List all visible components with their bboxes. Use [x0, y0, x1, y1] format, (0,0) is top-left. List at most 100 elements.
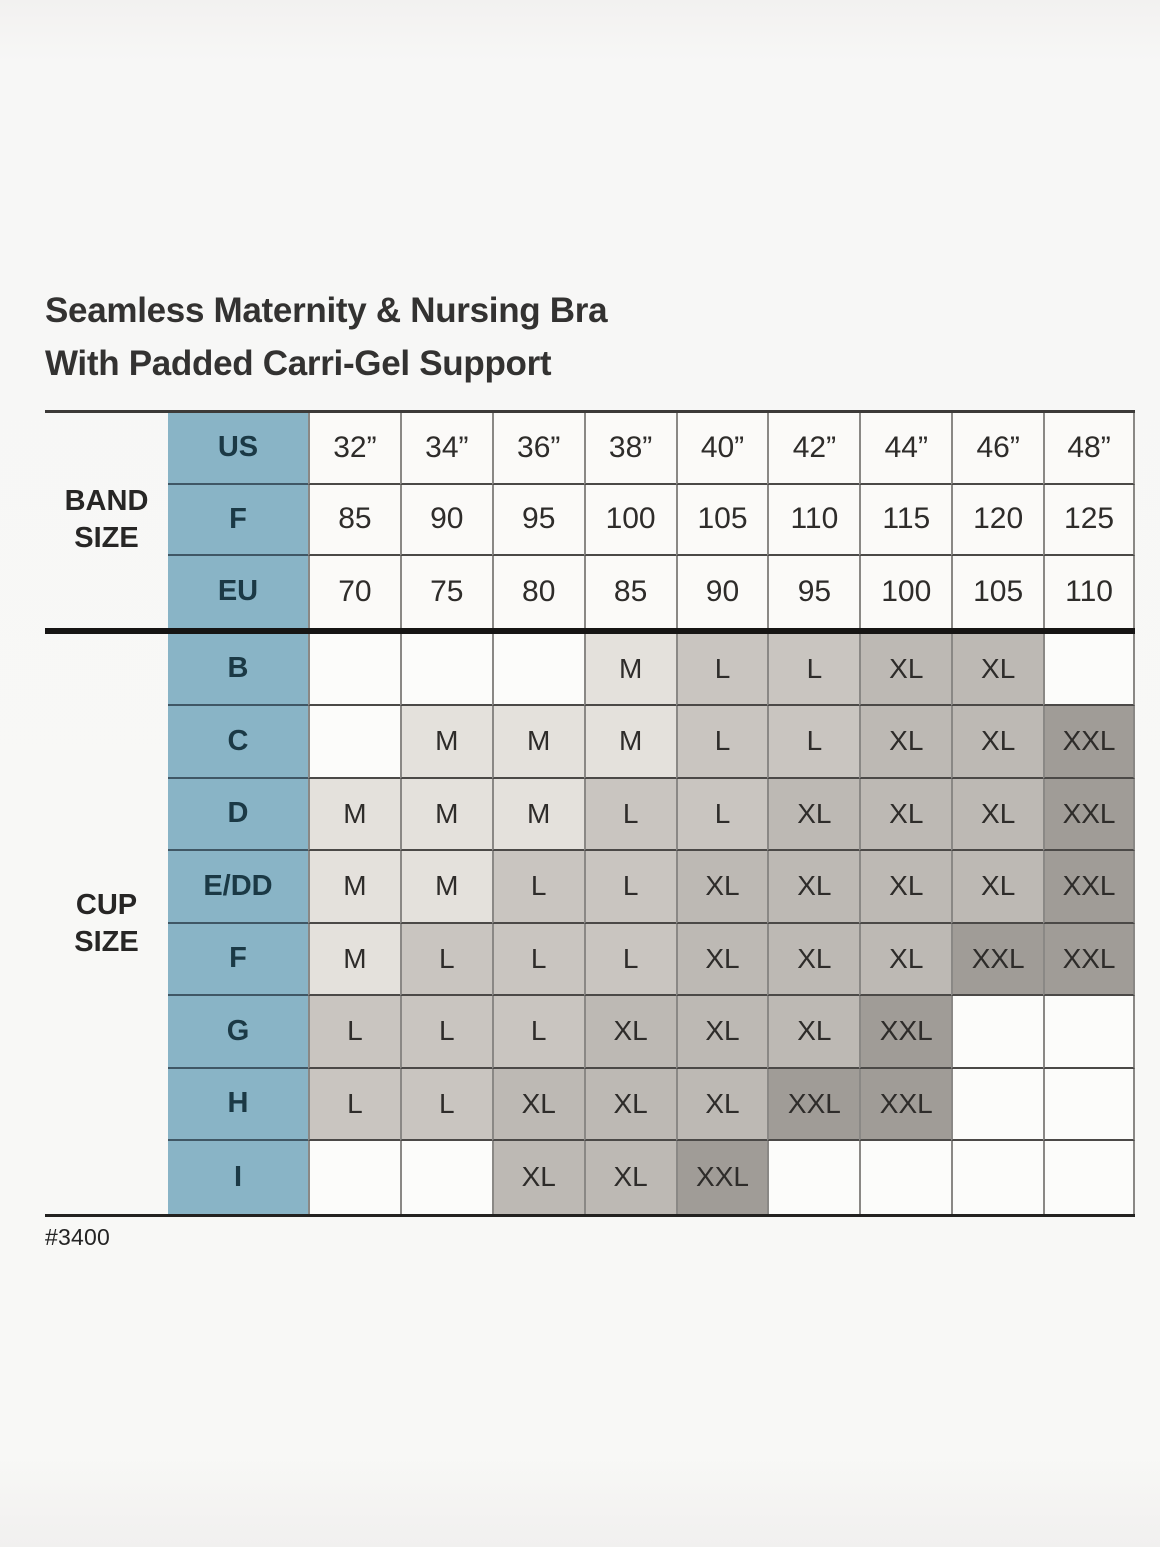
band-value-cell: 34” [399, 413, 492, 485]
product-title-line1: Seamless Maternity & Nursing Bra [45, 291, 608, 330]
product-title: Seamless Maternity & Nursing Bra With Pa… [45, 284, 608, 390]
band-value-cell: 46” [951, 413, 1044, 485]
cup-size-cell: M [308, 851, 400, 924]
cup-size-cell [951, 996, 1044, 1069]
cup-size-cell: XL [675, 1068, 768, 1141]
cup-size-cell: L [308, 1068, 400, 1141]
cup-size-cell: XL [859, 851, 952, 924]
cup-size-cell: XXL [1043, 778, 1135, 851]
band-value-cell: 42” [767, 413, 860, 485]
band-value-cell: 110 [767, 484, 860, 556]
cup-size-cell: M [308, 778, 400, 851]
cup-size-cell: M [399, 851, 492, 924]
cup-size-cell [951, 1068, 1044, 1141]
cup-size-cell: XL [859, 633, 952, 706]
cup-size-cell: L [767, 706, 860, 779]
cup-size-cell: L [675, 778, 768, 851]
cup-letter-cell: C [168, 706, 308, 779]
cup-size-cell: XL [675, 851, 768, 924]
cup-size-cell: M [399, 778, 492, 851]
cup-letter-cell: H [168, 1068, 308, 1141]
cup-size-cell: XL [491, 1141, 584, 1214]
band-value-cell: 95 [767, 556, 860, 628]
band-system-cell: EU [168, 556, 308, 628]
cup-size-section: CUP SIZE B M L L XL XL C M M M L L XL XL XXL D M M M L L XL XL X… [45, 633, 1135, 1217]
cup-size-cell: L [399, 1068, 492, 1141]
cup-letter-cell: I [168, 1141, 308, 1214]
cup-size-cell [767, 1141, 860, 1214]
cup-size-cell: XL [859, 923, 952, 996]
cup-size-label: CUP SIZE [74, 888, 139, 958]
cup-size-cell: L [675, 633, 768, 706]
cup-size-cell: M [491, 706, 584, 779]
size-chart-table: BAND SIZE US 32” 34” 36” 38” 40” 42” 44” 46” 48” F 8… [45, 410, 1135, 1217]
cup-size-cell: L [399, 996, 492, 1069]
cup-size-cell [308, 706, 400, 779]
cup-size-cell: XL [859, 778, 952, 851]
cup-size-cell: L [491, 923, 584, 996]
cup-size-cell [1043, 1068, 1135, 1141]
cup-size-cell: XL [583, 996, 676, 1069]
cup-size-cell: XL [675, 923, 768, 996]
cup-size-cell: XXL [859, 996, 952, 1069]
band-value-cell: 100 [583, 484, 676, 556]
cup-size-cell: L [491, 851, 584, 924]
cup-size-cell: L [583, 923, 676, 996]
cup-size-cell: XL [951, 851, 1044, 924]
band-value-cell: 115 [859, 484, 952, 556]
band-value-cell: 120 [951, 484, 1044, 556]
cup-size-cell: XL [767, 778, 860, 851]
band-value-cell: 105 [951, 556, 1044, 628]
band-system-cell: US [168, 413, 308, 485]
cup-size-cell [308, 633, 400, 706]
product-title-line2: With Padded Carri-Gel Support [45, 344, 552, 383]
band-value-cell: 48” [1043, 413, 1135, 485]
cup-size-cell [399, 1141, 492, 1214]
cup-size-cell: XL [767, 851, 860, 924]
cup-letter-cell: G [168, 996, 308, 1069]
cup-size-cell [951, 1141, 1044, 1214]
cup-size-cell: XL [583, 1141, 676, 1214]
band-value-cell: 44” [859, 413, 952, 485]
cup-size-cell [859, 1141, 952, 1214]
band-value-cell: 100 [859, 556, 952, 628]
cup-size-cell: L [491, 996, 584, 1069]
cup-size-cell: XL [767, 923, 860, 996]
band-cup-divider [45, 627, 1135, 634]
cup-size-cell: L [767, 633, 860, 706]
cup-size-cell: XXL [951, 923, 1044, 996]
band-value-cell: 38” [583, 413, 676, 485]
band-value-cell: 90 [399, 484, 492, 556]
cup-size-cell: L [583, 851, 676, 924]
band-value-cell: 80 [491, 556, 584, 628]
band-value-cell: 36” [491, 413, 584, 485]
cup-size-cell: M [308, 923, 400, 996]
style-number: #3400 [45, 1224, 110, 1250]
cup-size-cell [1043, 1141, 1135, 1214]
band-size-section: BAND SIZE US 32” 34” 36” 38” 40” 42” 44” 46” 48” F 8… [45, 410, 1135, 628]
cup-size-cell [308, 1141, 400, 1214]
band-value-cell: 75 [399, 556, 492, 628]
band-value-cell: 90 [675, 556, 768, 628]
band-value-cell: 85 [308, 484, 400, 556]
cup-size-cell: XL [951, 778, 1044, 851]
band-value-cell: 32” [308, 413, 400, 485]
cup-size-cell [1043, 633, 1135, 706]
cup-size-cell: XXL [675, 1141, 768, 1214]
band-value-cell: 110 [1043, 556, 1135, 628]
cup-letter-cell: D [168, 778, 308, 851]
band-value-cell: 85 [583, 556, 676, 628]
band-system-cell: F [168, 484, 308, 556]
cup-size-cell: L [399, 923, 492, 996]
band-value-cell: 70 [308, 556, 400, 628]
band-value-cell: 105 [675, 484, 768, 556]
cup-size-cell: L [308, 996, 400, 1069]
cup-size-cell: XL [767, 996, 860, 1069]
cup-size-cell: XXL [1043, 706, 1135, 779]
cup-size-cell: XXL [767, 1068, 860, 1141]
cup-size-cell: XL [951, 706, 1044, 779]
cup-size-cell: L [675, 706, 768, 779]
cup-size-cell: XL [491, 1068, 584, 1141]
cup-size-cell: XXL [1043, 851, 1135, 924]
